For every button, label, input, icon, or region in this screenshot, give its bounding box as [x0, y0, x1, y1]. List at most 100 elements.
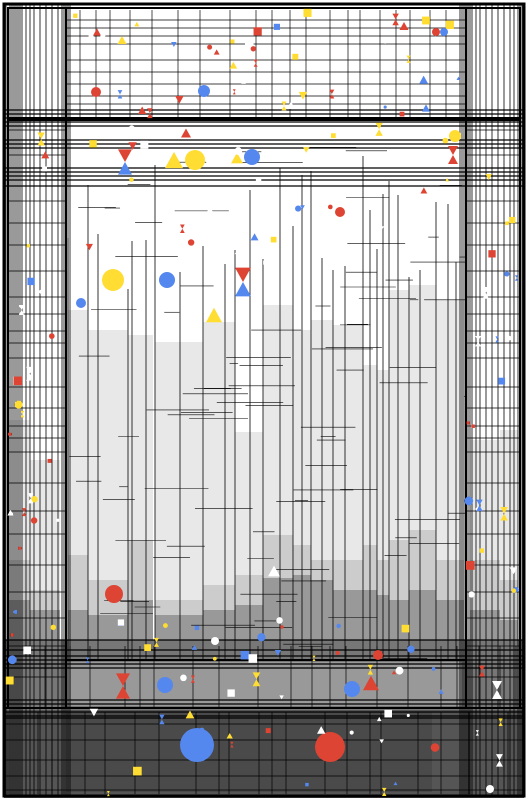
small-white-square — [117, 619, 125, 626]
small-yellow-hourglass-bottom — [37, 139, 45, 146]
small-red-hourglass-bottom — [190, 679, 195, 683]
small-white-circle — [234, 147, 243, 156]
small-blue-circle — [336, 623, 341, 629]
small-blue-hourglass-top — [159, 714, 165, 720]
small-white-hourglass-bottom — [18, 310, 25, 316]
small-red-hourglass-bottom — [179, 228, 185, 233]
blue-circle-mid — [159, 272, 175, 288]
small-yellow-square — [5, 676, 14, 685]
small-white-circle — [382, 37, 389, 44]
small-red-square — [265, 728, 271, 734]
small-yellow-triangle — [134, 21, 140, 27]
small-yellow-hourglass-top — [281, 101, 287, 106]
small-red-circle — [187, 239, 195, 246]
small-white-circle — [506, 335, 512, 341]
small-yellow-triangle — [303, 147, 310, 153]
blue-hourglass-top-top — [118, 149, 132, 162]
small-white-square — [263, 260, 268, 265]
small-white-square — [248, 654, 258, 663]
small-red-hourglass-top — [179, 224, 185, 229]
red-triangle-top-right — [399, 21, 409, 31]
small-white-hourglass-bottom — [241, 79, 246, 84]
small-yellow-triangle — [445, 177, 450, 182]
small-red-triangle — [41, 151, 50, 159]
white-hourglass-right-top — [492, 681, 502, 690]
small-red-hourglass-top — [22, 508, 27, 513]
small-red-circle — [430, 743, 440, 752]
yellow-circle-right — [449, 130, 461, 142]
small-blue-circle — [199, 727, 205, 733]
small-yellow-square — [144, 644, 151, 651]
small-blue-circle — [464, 496, 474, 506]
small-blue-circle — [431, 667, 436, 671]
small-white-hourglass-bottom — [234, 249, 241, 255]
small-red-circle — [207, 44, 213, 50]
small-yellow-square — [479, 548, 484, 553]
small-blue-hourglass-top — [117, 90, 123, 95]
small-blue-hourglass-top — [476, 499, 483, 506]
small-yellow-triangle — [226, 732, 233, 739]
small-red-circle — [335, 650, 340, 656]
small-yellow-square — [509, 216, 516, 224]
small-white-square — [245, 39, 254, 48]
small-red-square — [399, 111, 405, 117]
small-yellow-square — [331, 133, 336, 138]
small-red-triangle — [128, 142, 137, 150]
yellow-triangle-small — [231, 152, 243, 164]
small-white-square — [42, 166, 48, 172]
small-white-triangle — [109, 215, 117, 223]
small-red-triangle — [175, 95, 184, 104]
blue-circle-lower-right — [344, 681, 360, 697]
small-white-circle — [39, 289, 44, 295]
small-red-triangle — [391, 670, 397, 675]
small-red-circle — [327, 204, 333, 210]
small-white-circle — [180, 674, 187, 682]
small-blue-triangle — [456, 76, 461, 80]
small-yellow-square — [89, 140, 97, 148]
small-white-circle — [468, 591, 475, 598]
small-white-square — [23, 646, 32, 655]
small-white-hourglass-bottom — [432, 36, 439, 42]
small-white-square — [56, 518, 60, 522]
blue-circle-top — [244, 149, 260, 165]
small-white-circle — [395, 666, 404, 675]
small-blue-circle — [13, 609, 18, 614]
small-blue-square — [498, 377, 506, 385]
small-white-square — [255, 201, 263, 210]
small-yellow-triangle — [298, 91, 308, 100]
small-yellow-hourglass-top — [381, 787, 387, 792]
small-yellow-square — [505, 221, 509, 226]
small-yellow-circle — [129, 177, 134, 182]
small-yellow-circle — [14, 400, 23, 409]
small-white-hourglass-top — [495, 754, 503, 761]
small-yellow-hourglass-bottom — [367, 669, 374, 675]
small-yellow-square — [26, 244, 31, 248]
small-yellow-square — [401, 624, 410, 633]
small-yellow-hourglass-top — [375, 122, 383, 130]
small-red-triangle — [420, 187, 428, 194]
small-red-square — [471, 424, 475, 428]
small-white-triangle — [376, 716, 382, 722]
small-white-square — [88, 32, 94, 39]
yellow-triangle-top-left — [117, 35, 127, 45]
small-red-hourglass-top — [190, 675, 195, 680]
small-yellow-square — [292, 53, 299, 60]
large-blue-circle — [180, 728, 214, 762]
white-circle-lower — [211, 637, 219, 645]
small-yellow-triangle — [229, 61, 238, 69]
blue-hourglass-top-bottom — [118, 162, 132, 175]
small-white-hourglass-top — [27, 493, 34, 499]
small-yellow-square — [133, 766, 142, 776]
small-white-square — [227, 689, 235, 697]
small-blue-hourglass-bottom — [159, 719, 165, 725]
small-red-triangle — [85, 243, 93, 251]
small-white-hourglass-bottom — [27, 498, 34, 504]
small-yellow-circle — [442, 137, 449, 144]
shape-layer — [5, 8, 519, 797]
small-yellow-hourglass-top — [367, 664, 374, 670]
small-white-hourglass-bottom — [25, 373, 34, 381]
small-red-hourglass-top — [253, 59, 258, 64]
large-red-circle — [315, 732, 345, 762]
red-circle-top-right — [432, 28, 440, 36]
